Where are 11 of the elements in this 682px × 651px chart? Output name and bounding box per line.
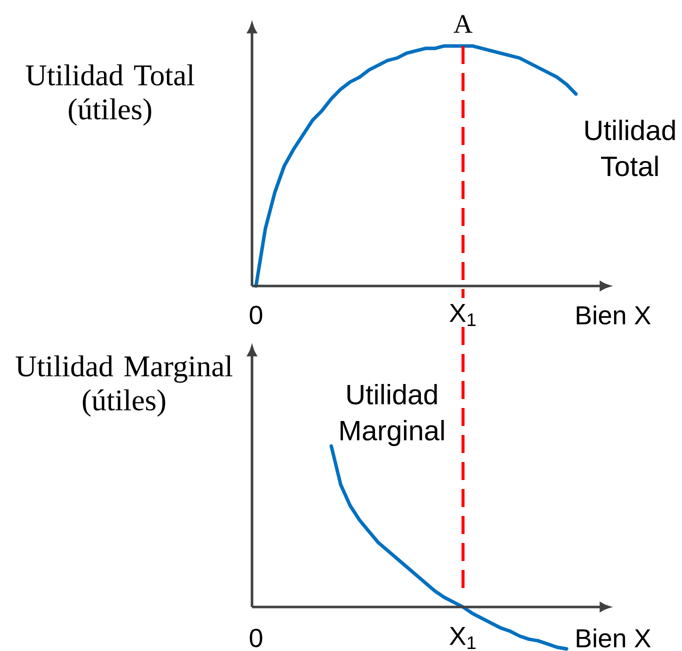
y-axis-title: Utilidad Marginal (útiles)	[16, 355, 232, 417]
y-axis-title: Utilidad Total (útiles)	[26, 64, 194, 126]
x-tick-label: X$_{1}$	[450, 626, 476, 650]
x-tick-label: X$_{1}$	[450, 304, 476, 326]
x-axis-title: Bien X	[576, 305, 651, 325]
x-tick-label: 0	[250, 306, 262, 324]
series-label: Utilidad Total	[585, 120, 675, 176]
x-tick-label: 0	[250, 628, 262, 648]
series-label: Utilidad Marginal	[340, 384, 444, 446]
ref-line-label: A	[454, 15, 472, 33]
x-axis-title: Bien X	[576, 628, 651, 648]
